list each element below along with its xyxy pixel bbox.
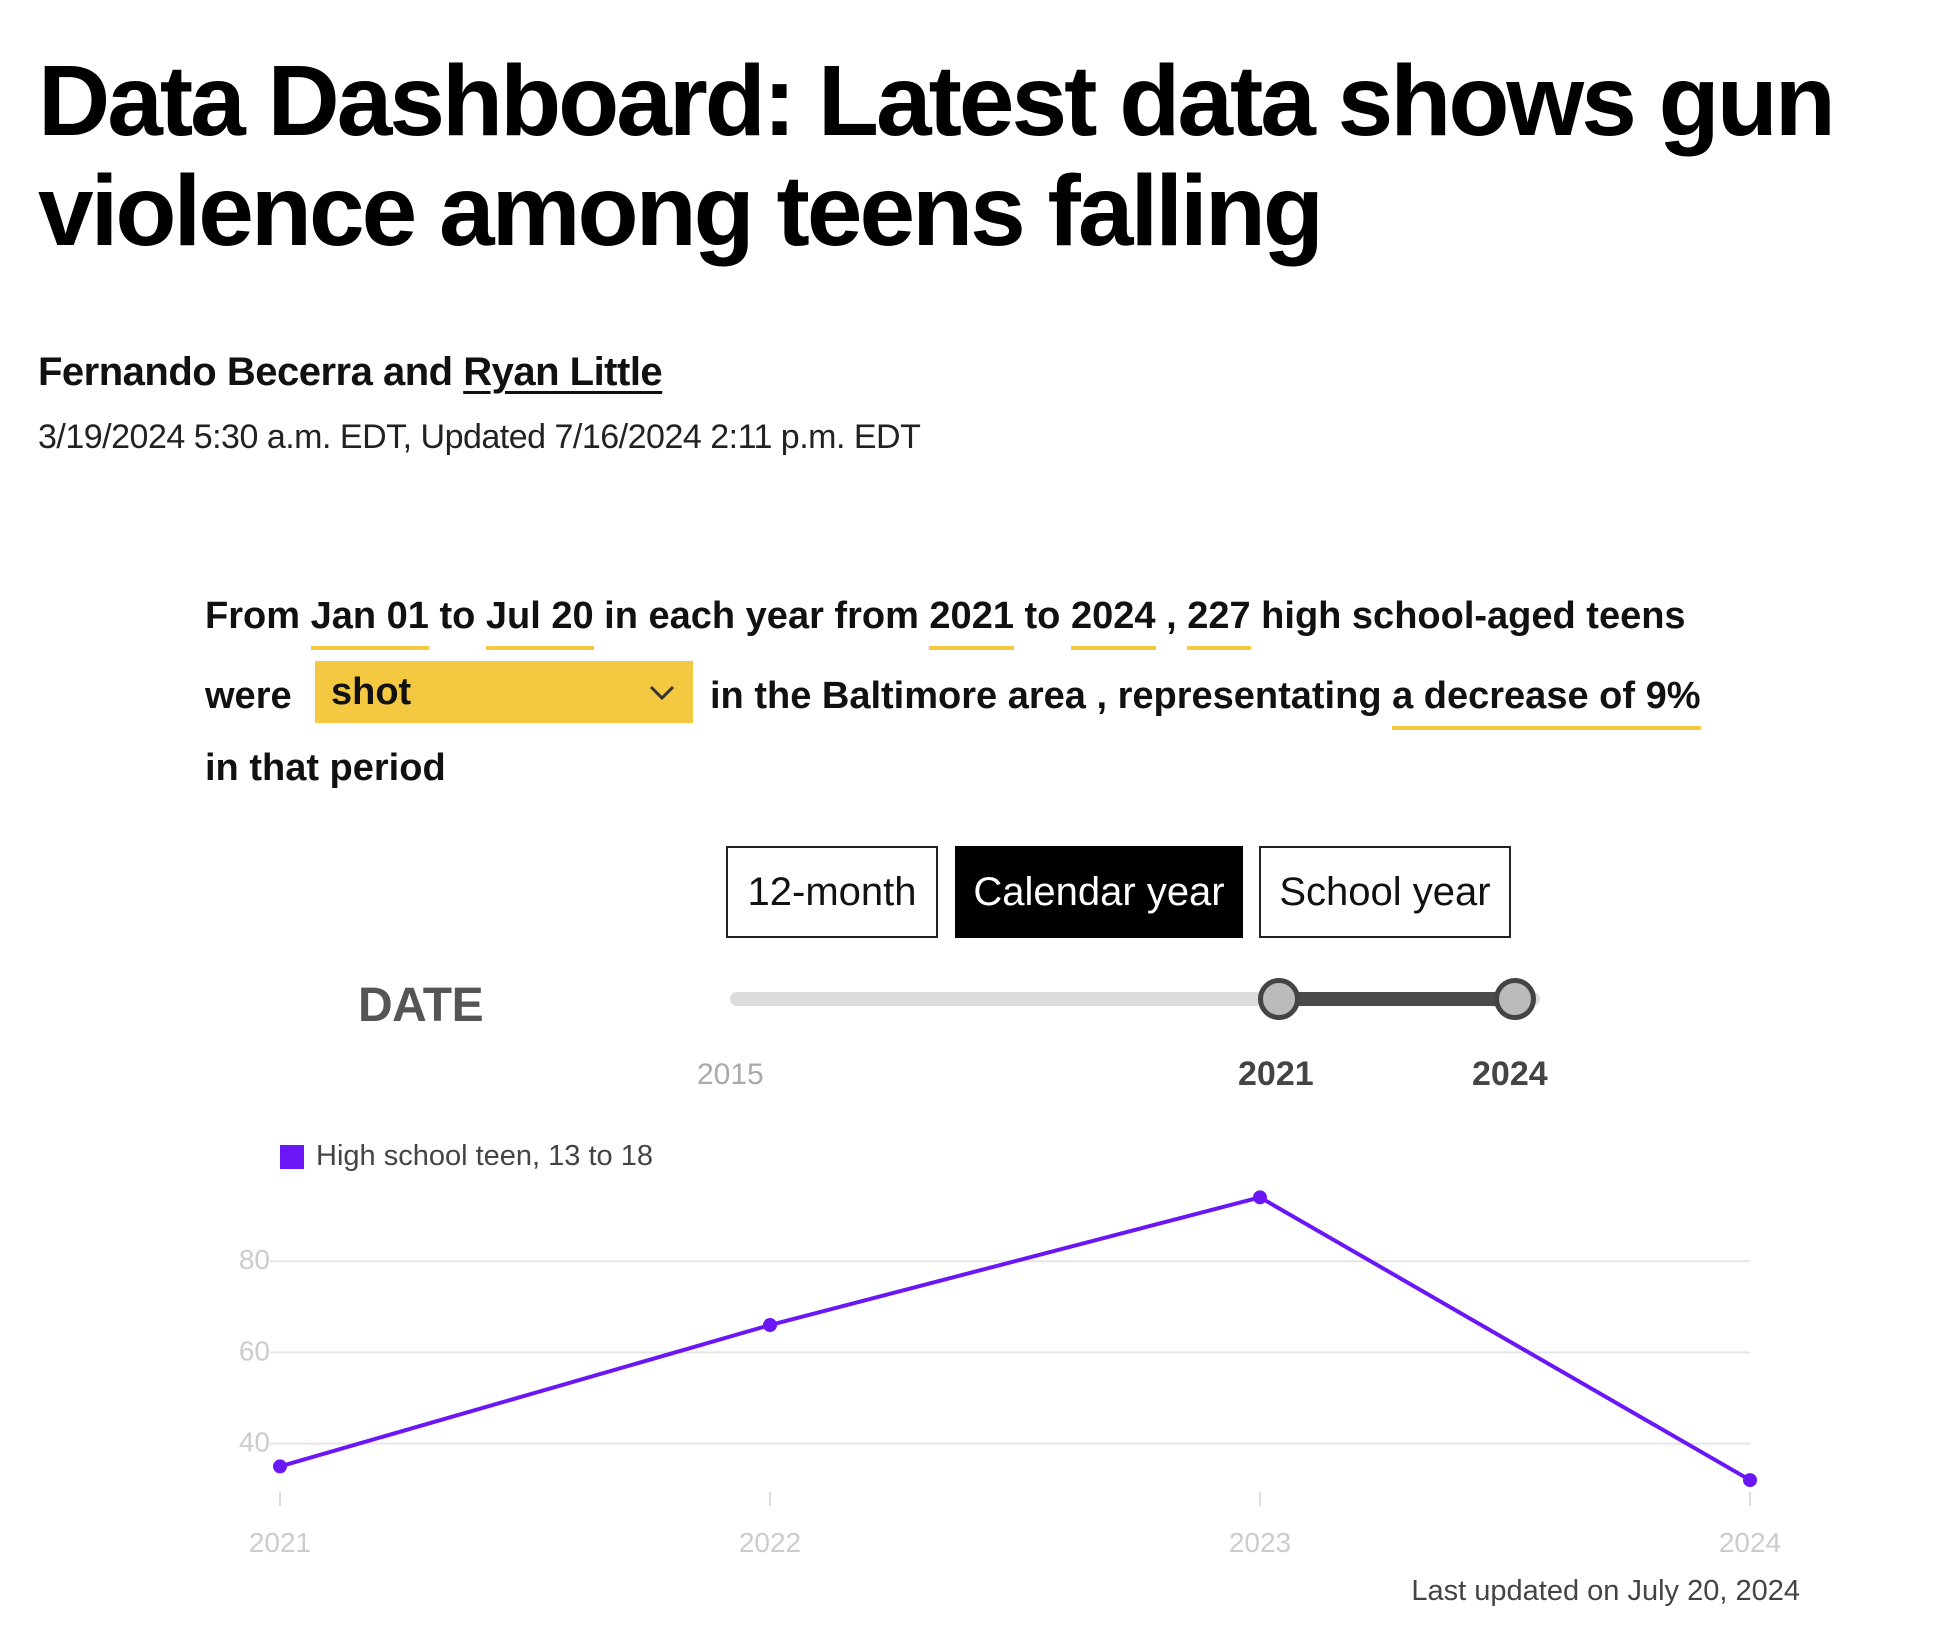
summary-text: to xyxy=(439,595,476,637)
legend-swatch xyxy=(280,1144,304,1169)
slider-start-label: 2021 xyxy=(1238,1055,1314,1093)
outcome-selected-value: shot xyxy=(331,670,412,713)
dateline: 3/19/2024 5:30 a.m. EDT, Updated 7/16/20… xyxy=(38,418,921,456)
slider-end-handle[interactable] xyxy=(1494,978,1536,1020)
data-point xyxy=(273,1459,287,1474)
summary-text: were xyxy=(205,675,292,717)
date-range-slider[interactable] xyxy=(726,970,1546,1030)
slider-end-label: 2024 xyxy=(1472,1055,1548,1093)
summary-line-1: From Jan 01 to Jul 20 in each year from … xyxy=(205,595,1686,650)
summary-text: in each year from xyxy=(604,595,919,637)
data-point xyxy=(1743,1473,1757,1488)
outcome-select[interactable]: shot xyxy=(315,661,693,723)
area-text: in the Baltimore area , representating xyxy=(710,675,1382,717)
toggle-school-year[interactable]: School year xyxy=(1259,846,1511,938)
y-tick-label: 60 xyxy=(239,1335,270,1366)
legend-label: High school teen, 13 to 18 xyxy=(316,1140,653,1172)
series-line xyxy=(279,1195,1751,1482)
end-date-picker[interactable]: Jul 20 xyxy=(485,595,594,650)
x-tick-label: 2023 xyxy=(1229,1527,1291,1558)
y-tick-label: 80 xyxy=(239,1244,270,1275)
byline: Fernando Becerra and Ryan Little xyxy=(38,350,663,395)
count-value: 227 xyxy=(1187,595,1251,650)
x-tick-label: 2021 xyxy=(249,1527,311,1558)
end-year-picker[interactable]: 2024 xyxy=(1070,595,1156,650)
author-link[interactable]: Ryan Little xyxy=(463,350,663,394)
toggle-calendar-year[interactable]: Calendar year xyxy=(955,846,1243,938)
line-chart: 40 60 80 2021 2022 2023 2024 xyxy=(239,1190,1781,1558)
last-updated: Last updated on July 20, 2024 xyxy=(1411,1575,1800,1607)
chevron-down-icon xyxy=(649,685,675,701)
data-point xyxy=(763,1318,777,1333)
y-tick-label: 40 xyxy=(239,1427,270,1458)
summary-text: to xyxy=(1024,595,1061,637)
headline: Data Dashboard: Latest data shows gun vi… xyxy=(38,45,1836,267)
start-year-picker[interactable]: 2021 xyxy=(929,595,1014,650)
slider-selected-range xyxy=(1279,992,1515,1006)
summary-text: , xyxy=(1166,595,1177,637)
byline-authors: Fernando Becerra and xyxy=(38,350,453,394)
data-point xyxy=(1253,1190,1267,1205)
summary-line-3: in that period xyxy=(205,747,446,789)
slider-min-label: 2015 xyxy=(697,1058,764,1091)
start-date-picker[interactable]: Jan 01 xyxy=(310,595,429,650)
slider-start-handle[interactable] xyxy=(1258,978,1300,1020)
summary-text: From xyxy=(205,595,300,637)
date-filter-label: DATE xyxy=(358,979,484,1032)
summary-text: in the Baltimore area , representating a… xyxy=(710,675,1701,730)
chart-legend: High school teen, 13 to 18 xyxy=(280,1140,653,1173)
summary-text: high school-aged teens xyxy=(1261,595,1686,637)
toggle-12-month[interactable]: 12-month xyxy=(726,846,938,938)
x-tick-label: 2022 xyxy=(739,1527,801,1558)
change-value: a decrease of 9% xyxy=(1392,675,1701,730)
x-tick-label: 2024 xyxy=(1719,1527,1781,1558)
